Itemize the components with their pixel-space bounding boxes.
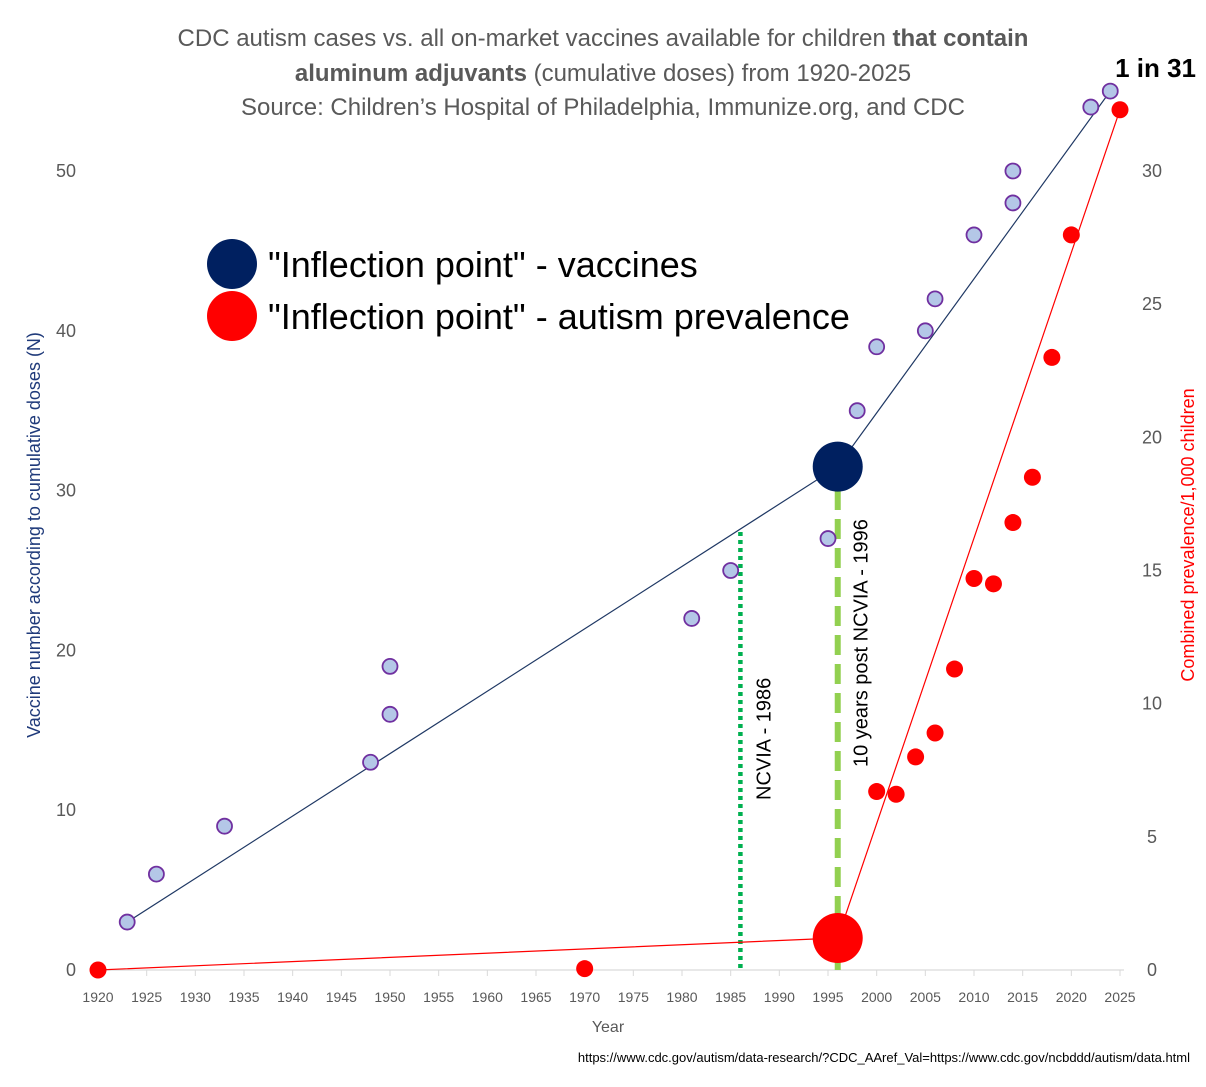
- x-tick-label: 2020: [1056, 989, 1087, 1005]
- y-right-tick-label: 30: [1142, 161, 1162, 181]
- chart-title-line-2: aluminum adjuvants (cumulative doses) fr…: [295, 60, 911, 87]
- prevalence-data-point: [576, 960, 594, 978]
- x-tick-label: 1955: [423, 989, 454, 1005]
- y-right-tick-label: 5: [1147, 827, 1157, 847]
- chart-title-line-2-regular: (cumulative doses) from 1920-2025: [527, 60, 911, 87]
- x-tick-label: 2005: [910, 989, 941, 1005]
- y-right-tick-label: 10: [1142, 694, 1162, 714]
- inflection-markers: [812, 441, 863, 964]
- x-tick-label: 1945: [326, 989, 357, 1005]
- prevalence-data-point: [89, 961, 107, 979]
- x-tick-label: 1965: [520, 989, 551, 1005]
- prevalence-data-point: [1043, 348, 1061, 366]
- prevalence-data-point: [984, 575, 1002, 593]
- ncvia-1996-label: 10 years post NCVIA - 1996: [851, 519, 873, 767]
- legend-vaccines-swatch: [207, 239, 257, 289]
- prevalence-data-point: [965, 569, 983, 587]
- x-tick-label: 1930: [180, 989, 211, 1005]
- x-tick-label: 1995: [812, 989, 843, 1005]
- y-right-tick-label: 20: [1142, 427, 1162, 447]
- y-right-tick-label: 0: [1147, 960, 1157, 980]
- prevalence-data-point: [1023, 468, 1041, 486]
- vaccine-inflection-marker: [812, 441, 863, 492]
- corner-label: 1 in 31: [1115, 53, 1196, 83]
- vaccine-data-point: [381, 657, 399, 675]
- y-axis-right-ticks: 0 5 10 15 20 25 30: [1142, 161, 1162, 980]
- x-tick-label: 2010: [958, 989, 989, 1005]
- vaccine-data-point: [683, 610, 701, 627]
- prevalence-data-point: [907, 748, 925, 766]
- chart-title-line-1: CDC autism cases vs. all on-market vacci…: [178, 25, 1029, 52]
- y-left-tick-label: 30: [56, 481, 76, 501]
- vaccine-data-point: [965, 226, 983, 244]
- legend: "Inflection point" - vaccines "Inflection…: [207, 239, 850, 341]
- vaccine-data-point: [1101, 82, 1119, 100]
- chart-title-line-1-regular: CDC autism cases vs. all on-market vacci…: [178, 25, 893, 52]
- y-left-tick-label: 0: [66, 960, 76, 980]
- x-tick-label: 1980: [666, 989, 697, 1005]
- vaccine-data-point: [216, 817, 233, 835]
- vaccine-data-point: [1004, 194, 1022, 212]
- vaccine-data-point: [819, 530, 837, 547]
- chart-title-line-1-bold: that contain: [892, 25, 1028, 52]
- y-axis-left-label: Vaccine number according to cumulative d…: [24, 332, 44, 738]
- y-axis-right-label: Combined prevalence/1,000 children: [1178, 388, 1198, 681]
- vaccine-data-point: [926, 290, 944, 308]
- prevalence-data-point: [946, 660, 964, 678]
- legend-prevalence-swatch: [207, 291, 257, 341]
- vaccine-data-point: [1082, 98, 1100, 116]
- x-tick-label: 1960: [472, 989, 503, 1005]
- x-tick-label: 1940: [277, 989, 308, 1005]
- reference-lines: NCVIA - 1986 10 years post NCVIA - 1996: [738, 490, 873, 970]
- prevalence-data-point: [887, 785, 905, 803]
- prevalence-data-point: [1004, 514, 1022, 532]
- x-axis: 1920 1925 1930 1935 1940 1945 1950 1955 1960 1965…: [82, 969, 1136, 1005]
- x-tick-label: 1920: [82, 989, 113, 1005]
- y-left-tick-label: 40: [56, 321, 76, 341]
- prevalence-data-point: [868, 783, 886, 801]
- x-tick-label: 1970: [569, 989, 600, 1005]
- x-tick-label: 1985: [715, 989, 746, 1005]
- x-tick-label: 1975: [618, 989, 649, 1005]
- chart-title-line-2-bold: aluminum adjuvants: [295, 60, 527, 87]
- legend-prevalence-label: "Inflection point" - autism prevalence: [268, 296, 850, 337]
- vaccine-data-point: [722, 562, 740, 579]
- prevalence-data-point: [1111, 101, 1129, 119]
- vaccine-trend-line: [126, 90, 1111, 923]
- data-points: [89, 82, 1129, 979]
- legend-vaccines-label: "Inflection point" - vaccines: [268, 244, 698, 285]
- prevalence-data-point: [926, 724, 944, 742]
- x-tick-label: 2000: [861, 989, 892, 1005]
- y-left-tick-label: 10: [56, 800, 76, 820]
- x-tick-label: 1925: [131, 989, 162, 1005]
- y-left-tick-label: 20: [56, 640, 76, 660]
- ncvia-1986-label: NCVIA - 1986: [753, 678, 775, 800]
- vaccine-data-point: [848, 402, 866, 420]
- vaccine-data-point: [916, 322, 934, 340]
- vaccine-data-point: [381, 705, 399, 723]
- prevalence-inflection-marker: [812, 913, 863, 964]
- x-tick-label: 2025: [1104, 989, 1135, 1005]
- x-tick-label: 2015: [1007, 989, 1038, 1005]
- y-right-tick-label: 15: [1142, 561, 1162, 581]
- vaccine-data-point: [1004, 162, 1022, 180]
- chart-title-line-3: Source: Children’s Hospital of Philadelp…: [241, 94, 965, 121]
- trend-lines: [97, 90, 1121, 971]
- prevalence-data-point: [1062, 226, 1080, 244]
- y-axis-left-ticks: 0 10 20 30 40 50: [56, 161, 76, 980]
- vaccine-data-point: [868, 338, 886, 356]
- vaccine-data-point: [118, 913, 136, 931]
- x-tick-label: 1990: [764, 989, 795, 1005]
- source-url: https://www.cdc.gov/autism/data-research…: [578, 1050, 1190, 1065]
- x-axis-label: Year: [592, 1019, 625, 1036]
- x-tick-label: 1950: [374, 989, 405, 1005]
- y-right-tick-label: 25: [1142, 294, 1162, 314]
- vaccine-data-point: [147, 865, 165, 883]
- x-tick-label: 1935: [228, 989, 259, 1005]
- y-left-tick-label: 50: [56, 161, 76, 181]
- vaccine-data-point: [362, 753, 379, 771]
